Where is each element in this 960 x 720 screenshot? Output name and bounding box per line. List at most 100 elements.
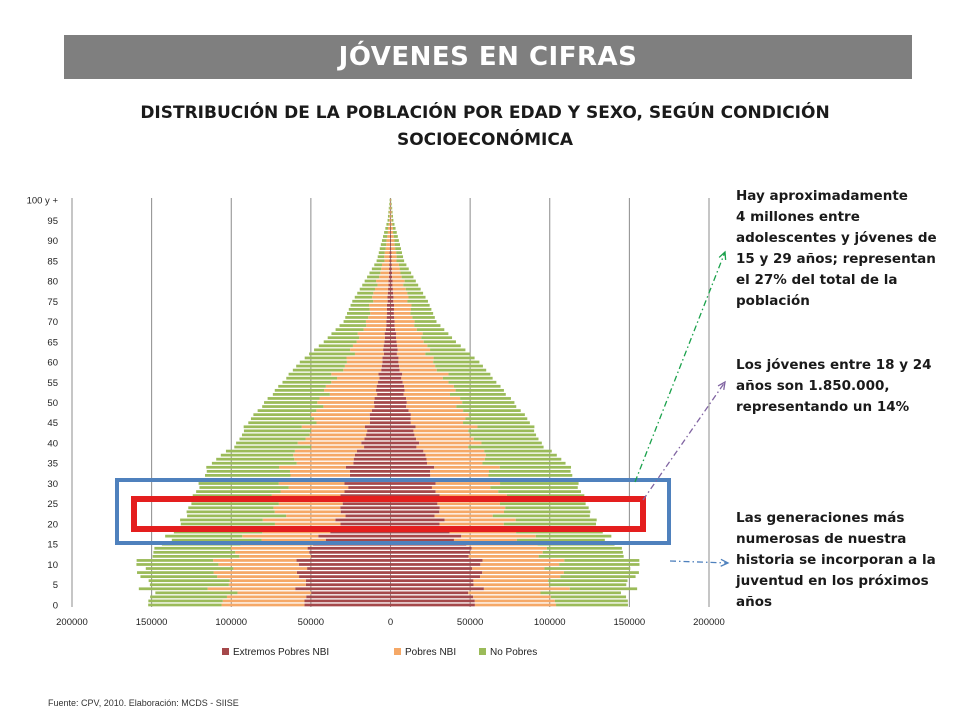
bar-left-1 [356, 340, 385, 344]
bar-left-1 [386, 239, 390, 242]
bar-right-0 [390, 534, 462, 538]
bar-left-2 [187, 514, 287, 518]
bar-right-2 [515, 518, 597, 522]
bar-left-2 [225, 449, 295, 453]
bar-right-0 [390, 295, 394, 299]
bar-left-1 [385, 247, 390, 250]
bar-right-1 [396, 340, 424, 344]
y-tick-label: 100 y + [27, 196, 59, 207]
bar-left-0 [389, 263, 391, 267]
bar-right-2 [435, 364, 483, 368]
bar-left-1 [352, 344, 384, 348]
bar-right-0 [390, 332, 397, 336]
bar-left-0 [345, 465, 391, 469]
y-tick-label: 35 [47, 459, 58, 470]
bar-left-0 [353, 461, 391, 465]
x-tick-label: 200000 [693, 617, 725, 628]
bar-right-0 [390, 587, 484, 591]
bar-right-0 [390, 344, 398, 348]
bar-right-1 [391, 255, 397, 259]
bar-left-0 [295, 587, 391, 591]
bar-right-0 [390, 239, 392, 242]
bar-left-0 [386, 320, 391, 323]
bar-right-1 [396, 332, 423, 336]
bar-left-0 [369, 413, 391, 417]
bar-right-1 [398, 356, 434, 360]
annotation-2-line-1: Los jóvenes entre 18 y 24 [736, 357, 932, 373]
bar-right-1 [394, 316, 413, 319]
bar-right-0 [390, 267, 392, 271]
bar-left-2 [339, 324, 367, 327]
annotation-1-line-3: adolescentes y jóvenes de [736, 230, 937, 246]
bar-left-1 [274, 510, 341, 514]
bar-left-1 [296, 461, 354, 465]
bar-left-2 [292, 368, 344, 372]
bar-left-1 [384, 255, 390, 259]
bar-right-1 [390, 214, 392, 218]
bar-right-0 [390, 255, 392, 259]
legend-swatch [479, 648, 486, 655]
bar-left-0 [388, 275, 391, 279]
bar-right-2 [481, 441, 542, 445]
bar-left-2 [389, 202, 390, 206]
bar-right-2 [560, 575, 636, 579]
bar-left-1 [262, 518, 336, 522]
bar-right-2 [448, 372, 491, 376]
bar-left-2 [220, 453, 294, 457]
bar-left-2 [188, 506, 274, 510]
bar-right-1 [404, 384, 454, 388]
bar-left-0 [379, 376, 391, 380]
bar-left-0 [354, 453, 391, 457]
bar-right-2 [433, 356, 475, 360]
bar-right-1 [397, 348, 431, 352]
bar-right-0 [390, 461, 427, 465]
bar-left-1 [280, 490, 345, 493]
bar-left-0 [389, 259, 391, 263]
bar-right-1 [480, 575, 561, 579]
bar-left-0 [349, 474, 391, 477]
bar-left-0 [389, 235, 391, 238]
bar-left-0 [384, 332, 391, 336]
bar-right-0 [390, 279, 393, 283]
bar-left-0 [325, 538, 391, 542]
bar-right-1 [474, 599, 555, 603]
bar-left-0 [299, 575, 391, 579]
bar-left-0 [367, 429, 391, 433]
bar-right-0 [390, 328, 396, 331]
bar-right-0 [390, 388, 405, 392]
bar-right-0 [390, 486, 432, 489]
bar-left-2 [376, 259, 385, 263]
bar-right-1 [472, 567, 545, 570]
bar-right-0 [390, 603, 475, 607]
bar-right-2 [500, 482, 579, 485]
y-tick-label: 65 [47, 337, 58, 348]
bar-right-2 [401, 275, 414, 279]
bar-left-2 [165, 534, 243, 538]
bar-right-1 [435, 482, 501, 485]
bar-right-1 [423, 449, 485, 453]
bar-left-2 [318, 344, 353, 348]
bar-left-2 [377, 255, 385, 259]
bar-left-1 [233, 567, 308, 570]
bar-right-1 [392, 279, 405, 283]
bar-right-1 [439, 522, 504, 526]
bar-left-2 [359, 287, 375, 291]
bar-right-2 [412, 316, 435, 319]
bar-right-1 [461, 534, 536, 538]
bar-right-2 [503, 522, 597, 526]
bar-right-2 [516, 530, 603, 534]
bar-right-2 [407, 299, 428, 303]
bar-right-2 [392, 222, 395, 226]
bar-right-1 [391, 247, 396, 250]
bar-right-1 [403, 393, 450, 396]
bar-left-0 [387, 295, 391, 299]
bar-left-2 [153, 550, 236, 554]
bar-right-1 [473, 595, 551, 599]
bar-right-1 [414, 433, 470, 437]
bar-right-0 [390, 417, 411, 421]
bar-right-1 [397, 344, 428, 348]
bar-left-1 [346, 356, 383, 360]
bar-right-1 [406, 397, 461, 400]
bar-right-2 [407, 291, 424, 295]
bar-right-0 [390, 474, 431, 477]
